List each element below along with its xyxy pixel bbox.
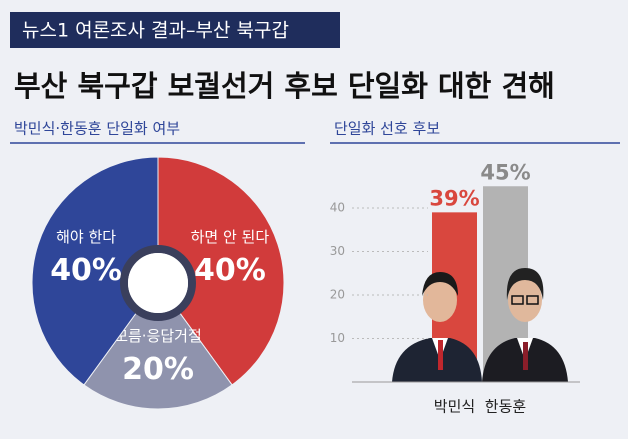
donut-ring (120, 245, 196, 321)
slice-value: 40% (50, 253, 122, 288)
y-tick-label: 20 (330, 288, 345, 302)
bar-value: 45% (480, 160, 530, 184)
slice-label: 해야 한다 (56, 228, 116, 246)
y-tick-label: 10 (330, 331, 345, 345)
section-title: 단일화 선호 후보 (334, 120, 440, 138)
x-tick-label: 박민식 (434, 398, 475, 416)
slice-value: 40% (194, 253, 266, 288)
slice-label: 하면 안 된다 (191, 228, 270, 246)
y-tick-label: 40 (330, 201, 345, 215)
slice-label: 모름·응답거절 (114, 327, 202, 345)
tag-box (10, 12, 340, 48)
slice-value: 20% (122, 352, 194, 387)
section-title: 박민식·한동훈 단일화 여부 (14, 120, 180, 138)
candidate-photo (482, 268, 568, 382)
bar-value: 39% (429, 186, 479, 210)
header-title: 부산 북구갑 보궐선거 후보 단일화 대한 견해 (14, 69, 555, 103)
y-tick-label: 30 (330, 244, 345, 258)
header-tag: 뉴스1 여론조사 결과–부산 북구갑 (22, 20, 289, 42)
donut-hole (128, 253, 188, 313)
x-tick-label: 한동훈 (485, 398, 526, 416)
candidate-photo (392, 272, 482, 382)
